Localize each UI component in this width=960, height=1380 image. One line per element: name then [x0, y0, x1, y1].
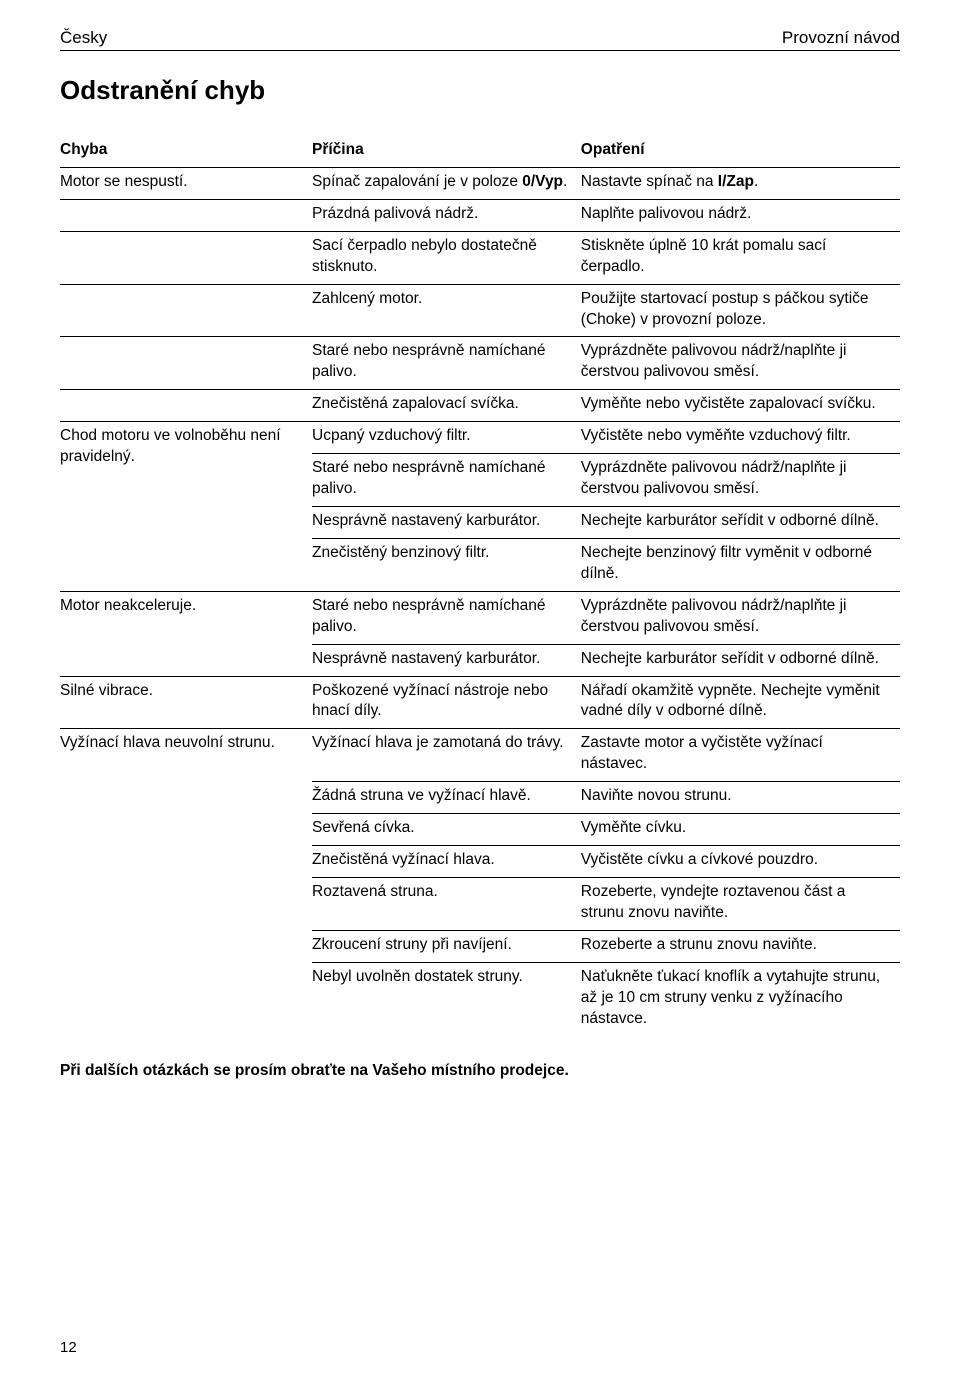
- remedy-cell: Naviňte novou strunu.: [581, 782, 900, 814]
- remedy-cell: Vyprázdněte palivovou nádrž/naplňte ji č…: [581, 454, 900, 507]
- cause-cell: Zahlcený motor.: [312, 284, 581, 337]
- footer-note: Při dalších otázkách se prosím obraťte n…: [60, 1062, 900, 1080]
- cause-cell: Nesprávně nastavený karburátor.: [312, 644, 581, 676]
- remedy-cell: Naplňte palivovou nádrž.: [581, 199, 900, 231]
- remedy-cell: Nářadí okamžitě vypněte. Nechejte vyměni…: [581, 676, 900, 729]
- remedy-cell: Rozeberte, vyndejte roztavenou část a st…: [581, 877, 900, 930]
- fault-cell: Motor se nespustí.: [60, 167, 312, 199]
- cause-cell: Poškozené vyžínací nástroje nebo hnací d…: [312, 676, 581, 729]
- table-row: Staré nebo nesprávně namíchané palivo.Vy…: [60, 337, 900, 390]
- table-row: Motor se nespustí.Spínač zapalování je v…: [60, 167, 900, 199]
- remedy-cell: Použijte startovací postup s páčkou syti…: [581, 284, 900, 337]
- remedy-cell: Naťukněte ťukací knoflík a vytahujte str…: [581, 962, 900, 1035]
- cause-cell: Staré nebo nesprávně namíchané palivo.: [312, 337, 581, 390]
- fault-cell: Motor neakceleruje.: [60, 591, 312, 676]
- fault-cell: [60, 199, 312, 231]
- cause-cell: Znečistěná zapalovací svíčka.: [312, 390, 581, 422]
- troubleshoot-table: Chyba Příčina Opatření Motor se nespustí…: [60, 136, 900, 1036]
- cause-cell: Žádná struna ve vyžínací hlavě.: [312, 782, 581, 814]
- col-header-remedy: Opatření: [581, 136, 900, 167]
- remedy-cell: Nastavte spínač na I/Zap.: [581, 167, 900, 199]
- cause-cell: Prázdná palivová nádrž.: [312, 199, 581, 231]
- cause-cell: Sací čerpadlo nebylo dostatečně stisknut…: [312, 231, 581, 284]
- fault-cell: [60, 231, 312, 284]
- table-row: Zahlcený motor.Použijte startovací postu…: [60, 284, 900, 337]
- cause-cell: Zkroucení struny při navíjení.: [312, 930, 581, 962]
- cause-cell: Nesprávně nastavený karburátor.: [312, 506, 581, 538]
- remedy-cell: Stiskněte úplně 10 krát pomalu sací čerp…: [581, 231, 900, 284]
- table-row: Znečistěná zapalovací svíčka.Vyměňte neb…: [60, 390, 900, 422]
- table-row: Sací čerpadlo nebylo dostatečně stisknut…: [60, 231, 900, 284]
- page-number: 12: [60, 1339, 77, 1356]
- remedy-cell: Vyprázdněte palivovou nádrž/naplňte ji č…: [581, 337, 900, 390]
- table-row: Motor neakceleruje.Staré nebo nesprávně …: [60, 591, 900, 644]
- table-row: Chod motoru ve volnoběhu není pravidelný…: [60, 422, 900, 454]
- cause-cell: Ucpaný vzduchový filtr.: [312, 422, 581, 454]
- fault-cell: Silné vibrace.: [60, 676, 312, 729]
- table-row: Vyžínací hlava neuvolní strunu.Vyžínací …: [60, 729, 900, 782]
- cause-cell: Spínač zapalování je v poloze 0/Vyp.: [312, 167, 581, 199]
- cause-cell: Znečistěná vyžínací hlava.: [312, 846, 581, 878]
- header-left: Česky: [60, 28, 107, 48]
- remedy-cell: Vyčistěte nebo vyměňte vzduchový filtr.: [581, 422, 900, 454]
- remedy-cell: Vyčistěte cívku a cívkové pouzdro.: [581, 846, 900, 878]
- col-header-cause: Příčina: [312, 136, 581, 167]
- col-header-fault: Chyba: [60, 136, 312, 167]
- fault-cell: [60, 337, 312, 390]
- cause-cell: Sevřená cívka.: [312, 814, 581, 846]
- cause-cell: Roztavená struna.: [312, 877, 581, 930]
- fault-cell: Vyžínací hlava neuvolní strunu.: [60, 729, 312, 1036]
- page-header: Česky Provozní návod: [60, 28, 900, 51]
- header-right: Provozní návod: [782, 28, 900, 48]
- remedy-cell: Vyměňte cívku.: [581, 814, 900, 846]
- remedy-cell: Nechejte benzinový filtr vyměnit v odbor…: [581, 538, 900, 591]
- remedy-cell: Rozeberte a strunu znovu naviňte.: [581, 930, 900, 962]
- remedy-cell: Zastavte motor a vyčistěte vyžínací nást…: [581, 729, 900, 782]
- cause-cell: Staré nebo nesprávně namíchané palivo.: [312, 591, 581, 644]
- cause-cell: Staré nebo nesprávně namíchané palivo.: [312, 454, 581, 507]
- page: Česky Provozní návod Odstranění chyb Chy…: [0, 0, 960, 1380]
- fault-cell: [60, 284, 312, 337]
- remedy-cell: Vyprázdněte palivovou nádrž/naplňte ji č…: [581, 591, 900, 644]
- fault-cell: [60, 390, 312, 422]
- section-title: Odstranění chyb: [60, 75, 900, 106]
- remedy-cell: Nechejte karburátor seřídit v odborné dí…: [581, 506, 900, 538]
- cause-cell: Znečistěný benzinový filtr.: [312, 538, 581, 591]
- table-row: Prázdná palivová nádrž.Naplňte palivovou…: [60, 199, 900, 231]
- remedy-cell: Nechejte karburátor seřídit v odborné dí…: [581, 644, 900, 676]
- fault-cell: Chod motoru ve volnoběhu není pravidelný…: [60, 422, 312, 592]
- cause-cell: Nebyl uvolněn dostatek struny.: [312, 962, 581, 1035]
- table-row: Silné vibrace.Poškozené vyžínací nástroj…: [60, 676, 900, 729]
- remedy-cell: Vyměňte nebo vyčistěte zapalovací svíčku…: [581, 390, 900, 422]
- cause-cell: Vyžínací hlava je zamotaná do trávy.: [312, 729, 581, 782]
